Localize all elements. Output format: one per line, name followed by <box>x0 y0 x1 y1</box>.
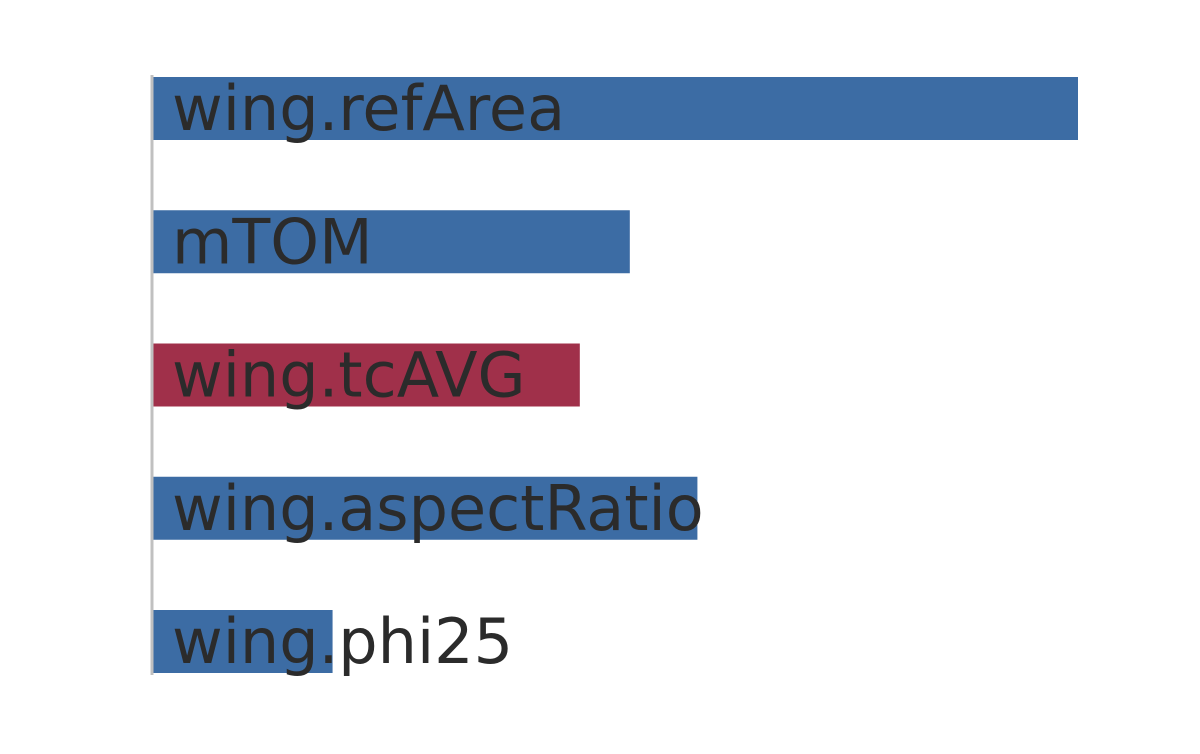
bar-label-wing-phi25: wing.phi25 <box>172 605 513 678</box>
bar-mTOM <box>152 210 630 274</box>
bar-wing-aspectRatio <box>152 476 698 540</box>
bar-wing-refArea <box>152 77 1078 140</box>
bar-label-wing-refArea: wing.refArea <box>172 72 565 145</box>
bar-label-wing-tcAVG: wing.tcAVG <box>172 339 526 412</box>
bar-wing-phi25 <box>152 610 333 673</box>
bar-label-mTOM: mTOM <box>172 205 373 278</box>
bar-wing-tcAVG <box>152 343 580 407</box>
bar-label-wing-aspectRatio: wing.aspectRatio <box>172 472 704 545</box>
bars-layer <box>152 77 1078 673</box>
labels-layer: wing.refArea mTOM wing.tcAVG wing.aspectRat… <box>172 72 704 678</box>
